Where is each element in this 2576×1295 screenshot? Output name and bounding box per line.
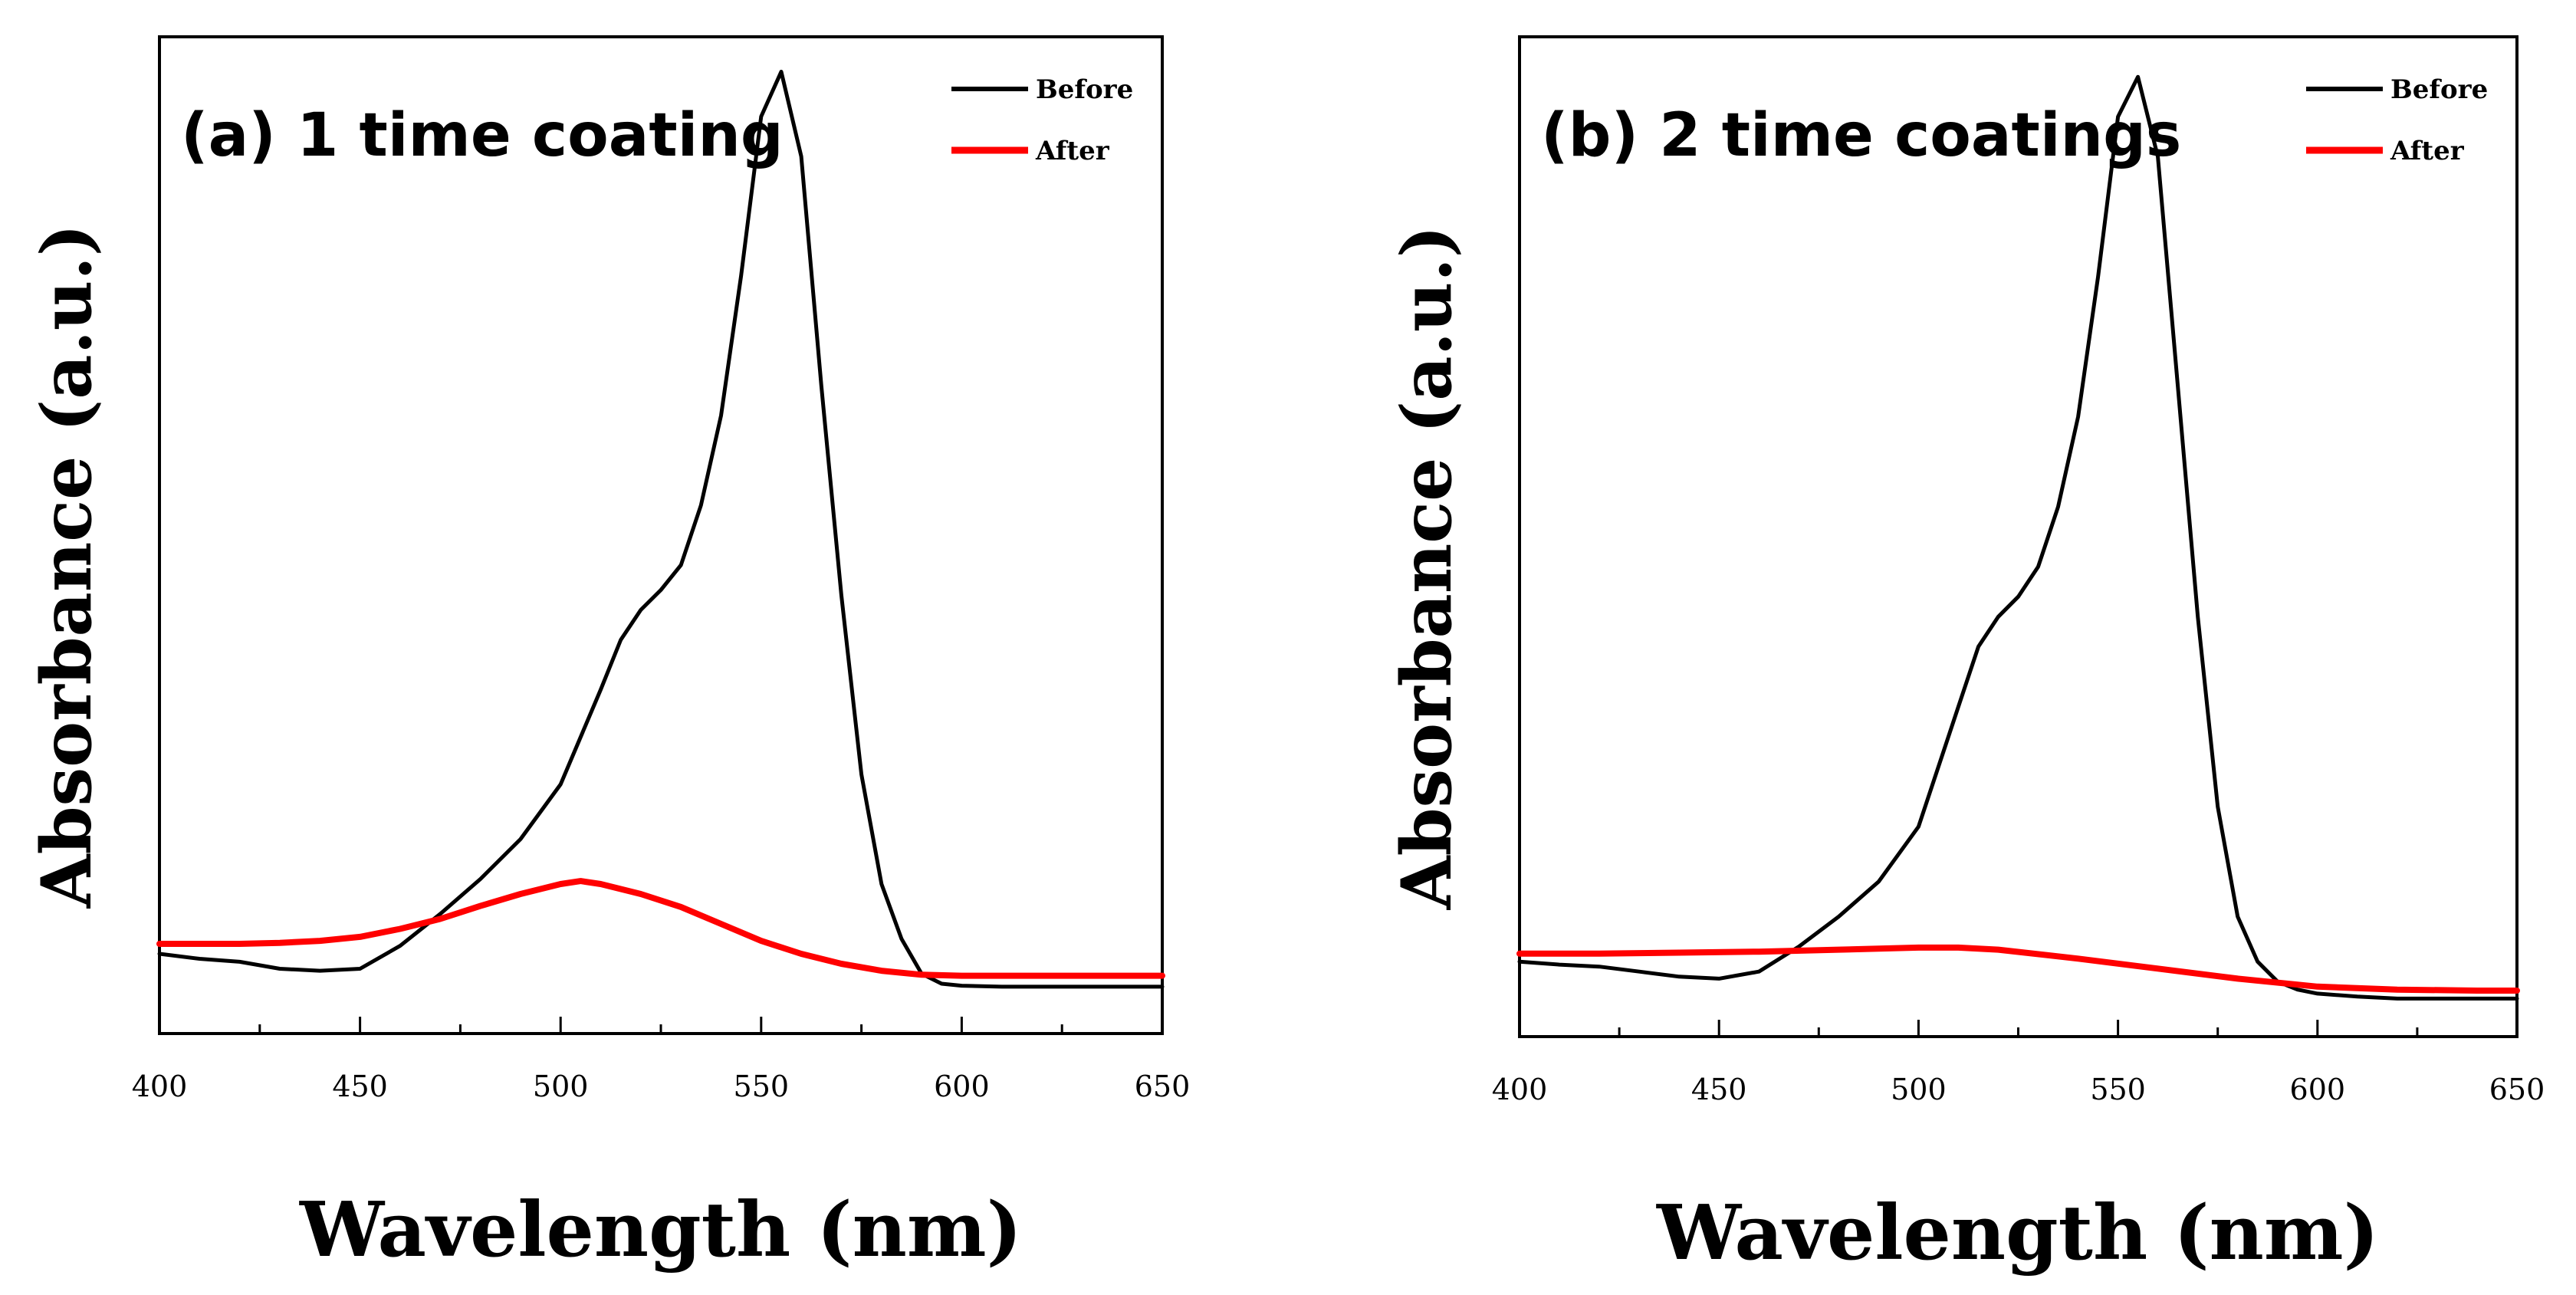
panel-title-a: (a) 1 time coating bbox=[181, 101, 784, 170]
plot-frame-b bbox=[1518, 35, 2518, 1038]
x-tick-label-a-600: 600 bbox=[934, 1070, 990, 1103]
x-tick-label-b-550: 550 bbox=[2090, 1073, 2146, 1106]
y-axis-title-a: Absorbance (a.u.) bbox=[26, 224, 107, 909]
y-axis-title-b: Absorbance (a.u.) bbox=[1386, 225, 1467, 911]
legend-label-after-b: After bbox=[2390, 136, 2465, 166]
x-tick-label-a-550: 550 bbox=[734, 1070, 790, 1103]
x-tick-label-b-600: 600 bbox=[2290, 1073, 2346, 1106]
panel-b: 400 450 500 550 600 650 (b) 2 time coatings Bef… bbox=[1386, 35, 2545, 1277]
legend-label-before-a: Before bbox=[1036, 74, 1133, 105]
legend-label-after-a: After bbox=[1035, 136, 1110, 166]
series-line-after-a bbox=[156, 878, 1165, 979]
series-line-after-b bbox=[1516, 944, 2520, 994]
x-tick-label-a-650: 650 bbox=[1135, 1070, 1191, 1103]
x-tick-label-a-400: 400 bbox=[132, 1070, 188, 1103]
x-tick-label-b-500: 500 bbox=[1891, 1073, 1947, 1106]
x-tick-label-b-650: 650 bbox=[2489, 1073, 2545, 1106]
series-line-before-a bbox=[157, 70, 1165, 989]
panel-title-b: (b) 2 time coatings bbox=[1541, 101, 2181, 170]
x-axis-title-a: Wavelength (nm) bbox=[299, 1186, 1022, 1274]
panel-a: 400 450 500 550 600 650 (a) 1 time coating Befo… bbox=[26, 35, 1191, 1274]
x-tick-label-b-450: 450 bbox=[1691, 1073, 1747, 1106]
legend-label-before-b: Before bbox=[2390, 74, 2488, 105]
series-line-before-b bbox=[1517, 74, 2519, 1001]
x-tick-label-b-400: 400 bbox=[1492, 1073, 1548, 1106]
x-tick-label-a-450: 450 bbox=[332, 1070, 388, 1103]
x-tick-label-a-500: 500 bbox=[533, 1070, 589, 1103]
plot-frame-a bbox=[158, 35, 1164, 1035]
x-axis-title-b: Wavelength (nm) bbox=[1656, 1189, 2379, 1277]
